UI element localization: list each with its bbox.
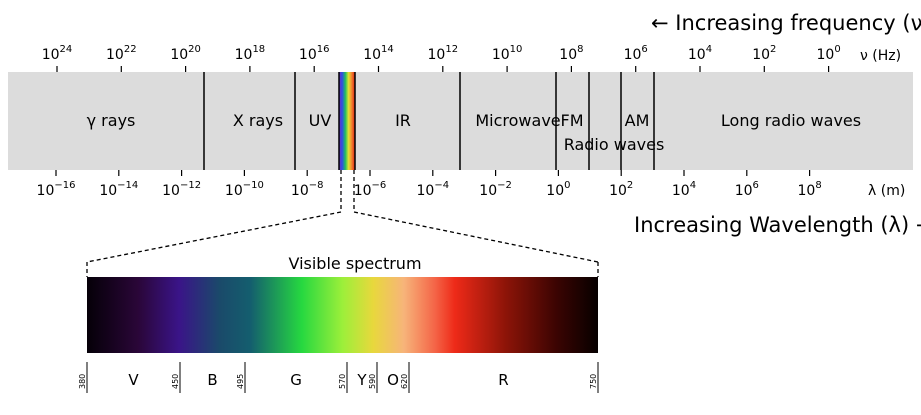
axis-tick-label: 10−2 [479, 180, 512, 199]
axis-tick-label: 104 [688, 44, 712, 63]
frequency-axis: 1024 1022 1020 1018 1016 1014 1012 1010 108 106 10… [42, 44, 841, 72]
visible-wavelength-scale: 380 450 495 570 590 620 750 V B G Y O R [78, 362, 599, 393]
visible-color-letter: V [128, 371, 139, 389]
radio-waves-label: Radio waves [564, 135, 665, 154]
axis-tick-label: 1022 [106, 44, 137, 63]
band-label: FM [560, 111, 583, 130]
visible-nm-label: 450 [171, 374, 180, 389]
axis-tick-label: 102 [609, 180, 633, 199]
visible-color-letter: B [207, 371, 217, 389]
axis-tick-label: 10−8 [291, 180, 324, 199]
axis-tick-label: 100 [546, 180, 570, 199]
axis-tick-label: 108 [797, 180, 821, 199]
band-dividers [203, 72, 655, 170]
axis-tick-label: 1014 [363, 44, 394, 63]
axis-tick-label: 1012 [428, 44, 459, 63]
wavelength-unit-label: λ (m) [868, 183, 905, 199]
increasing-frequency-label: ← Increasing frequency (ν) [651, 11, 921, 35]
frequency-unit-label: ν (Hz) [860, 48, 901, 64]
axis-tick-label: 1016 [299, 44, 330, 63]
visible-spectrum-title: Visible spectrum [288, 254, 421, 273]
visible-color-letter: G [290, 371, 302, 389]
axis-tick-label: 10−10 [225, 180, 264, 199]
axis-tick-label: 10−4 [417, 180, 450, 199]
visible-nm-label: 495 [236, 374, 245, 389]
wavelength-axis: 10−16 10−14 10−12 10−10 10−8 10−6 10−4 10−2 100 1… [37, 170, 822, 199]
band-label: Long radio waves [721, 111, 861, 130]
axis-tick-label: 1010 [492, 44, 523, 63]
narrow-visible-strip [339, 72, 355, 170]
band-label: IR [395, 111, 411, 130]
axis-tick-label: 106 [624, 44, 648, 63]
axis-tick-label: 108 [559, 44, 583, 63]
visible-nm-label: 750 [589, 374, 598, 389]
band-label: AM [625, 111, 650, 130]
axis-tick-label: 10−14 [99, 180, 138, 199]
zoom-line-left-diag [86, 211, 342, 263]
axis-tick-label: 1018 [235, 44, 266, 63]
increasing-wavelength-label: Increasing Wavelength (λ) → [634, 213, 921, 237]
axis-tick-label: 10−6 [354, 180, 387, 199]
axis-tick-label: 10−16 [37, 180, 76, 199]
axis-tick-label: 1020 [170, 44, 201, 63]
visible-nm-label: 570 [338, 374, 347, 389]
visible-color-letter: Y [356, 371, 367, 389]
visible-color-letter: O [387, 371, 399, 389]
band-label: Microwave [475, 111, 560, 130]
band-label: X rays [233, 111, 283, 130]
axis-tick-label: 100 [816, 44, 840, 63]
visible-nm-label: 380 [78, 374, 87, 389]
visible-color-letter: R [498, 371, 508, 389]
axis-tick-label: 106 [735, 180, 759, 199]
band-label: γ rays [87, 111, 136, 130]
visible-spectrum-bar [87, 277, 598, 353]
axis-tick-label: 1024 [42, 44, 73, 63]
band-label: UV [309, 111, 332, 130]
axis-tick-label: 10−12 [162, 180, 201, 199]
band-labels: γ rays X rays UV IR Microwave FM AM Long radio … [87, 111, 861, 130]
visible-nm-label: 620 [400, 374, 409, 389]
axis-tick-label: 104 [672, 180, 696, 199]
visible-nm-label: 590 [368, 374, 377, 389]
axis-tick-label: 102 [752, 44, 776, 63]
